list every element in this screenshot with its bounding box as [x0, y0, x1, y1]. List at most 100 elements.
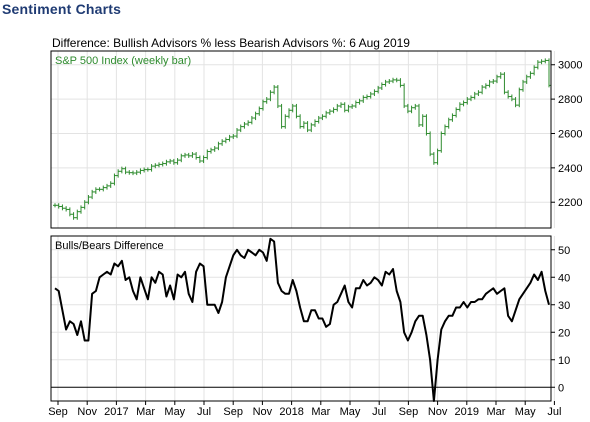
price-bar: [498, 72, 503, 79]
price-bar: [372, 89, 377, 97]
price-bar: [119, 166, 124, 174]
price-bar: [357, 98, 362, 105]
price-label: S&P 500 Index (weekly bar): [55, 55, 191, 67]
price-bar: [457, 102, 462, 112]
price-bar: [223, 137, 228, 144]
price-bar: [93, 187, 98, 194]
x-tick-label: Jul: [197, 406, 211, 418]
difference-panel: 0 10 20 30 40 50 Bulls/Bears Difference: [50, 235, 570, 402]
price-bar: [301, 121, 306, 129]
price-bar: [86, 195, 91, 205]
price-bar: [331, 107, 336, 114]
price-bar: [67, 207, 72, 217]
price-bar: [142, 167, 147, 173]
price-bar: [279, 103, 284, 129]
price-bar: [56, 203, 61, 209]
price-bar: [461, 100, 466, 107]
price-bar: [79, 205, 83, 214]
price-bar: [469, 95, 473, 102]
price-bar: [138, 168, 143, 175]
difference-line: [54, 237, 550, 402]
price-bar: [190, 152, 195, 158]
price-bar: [353, 100, 358, 109]
x-tick-label: May: [340, 406, 361, 418]
y-tick-label: 30: [558, 300, 570, 312]
price-bar: [316, 115, 321, 124]
x-tick-label: May: [515, 406, 536, 418]
price-bar: [82, 200, 87, 210]
y-tick-label: 20: [558, 327, 570, 339]
price-bar: [327, 109, 332, 115]
price-bar: [491, 79, 496, 84]
price-bar: [517, 87, 522, 108]
chart-title: Difference: Bullish Advisors % less Bear…: [52, 36, 410, 50]
price-bar: [283, 114, 288, 129]
x-tick-label: Nov: [428, 406, 448, 418]
price-bar: [439, 131, 444, 153]
y-tick-label: 2800: [558, 94, 582, 106]
price-bar: [420, 114, 425, 127]
price-bar: [339, 102, 343, 109]
price-bar: [387, 79, 392, 84]
price-bar: [424, 114, 429, 136]
price-bar: [220, 139, 225, 146]
x-tick-label: 2017: [104, 406, 128, 418]
price-bar: [320, 114, 325, 121]
price-bar: [417, 103, 421, 127]
price-bar: [160, 161, 165, 167]
price-bar: [175, 158, 180, 165]
price-bar: [509, 94, 514, 102]
price-bar: [238, 124, 243, 133]
price-bar: [268, 90, 273, 102]
x-tick-label: May: [164, 406, 185, 418]
price-bar: [379, 82, 384, 91]
price-bar: [346, 104, 351, 113]
price-bar: [305, 121, 310, 133]
price-bar: [454, 107, 459, 118]
price-bar: [409, 105, 414, 114]
price-bar: [398, 78, 403, 88]
x-tick-label: 2018: [279, 406, 303, 418]
price-bar: [123, 166, 128, 175]
price-bar: [287, 108, 291, 119]
price-bar: [179, 153, 184, 163]
x-tick-label: Sep: [48, 406, 68, 418]
price-bar: [535, 60, 540, 70]
price-bar: [290, 103, 295, 113]
price-bar: [153, 163, 158, 169]
price-bar: [212, 146, 217, 152]
price-bar: [205, 149, 210, 160]
price-bar: [435, 148, 440, 165]
price-bar: [298, 114, 303, 129]
price-bar: [528, 71, 533, 79]
y-tick-label: 3000: [558, 60, 582, 72]
price-bar: [201, 155, 206, 164]
price-bar: [543, 58, 548, 64]
price-bar: [216, 141, 221, 151]
price-bar: [324, 110, 329, 119]
price-bar: [116, 169, 121, 178]
y-tick-label: 10: [558, 355, 570, 367]
price-bar: [112, 173, 117, 186]
price-bar: [242, 121, 247, 129]
price-bar: [428, 131, 433, 157]
price-bar: [257, 106, 262, 116]
price-bar: [361, 95, 366, 103]
price-bar: [149, 164, 154, 172]
difference-label: Bulls/Bears Difference: [55, 240, 164, 252]
price-bar: [547, 58, 551, 88]
price-bar: [368, 91, 373, 99]
x-tick-label: Sep: [223, 406, 243, 418]
price-bar: [186, 152, 191, 158]
price-bar: [157, 162, 161, 168]
price-bar: [134, 170, 139, 176]
price-bar: [431, 152, 436, 165]
price-bar: [261, 99, 265, 111]
y-tick-label: 2600: [558, 128, 582, 140]
price-bar: [342, 102, 347, 113]
price-bar: [171, 158, 176, 165]
price-bar: [313, 119, 317, 127]
price-bar: [335, 103, 340, 112]
price-bar: [97, 187, 102, 192]
price-bar: [64, 206, 69, 212]
